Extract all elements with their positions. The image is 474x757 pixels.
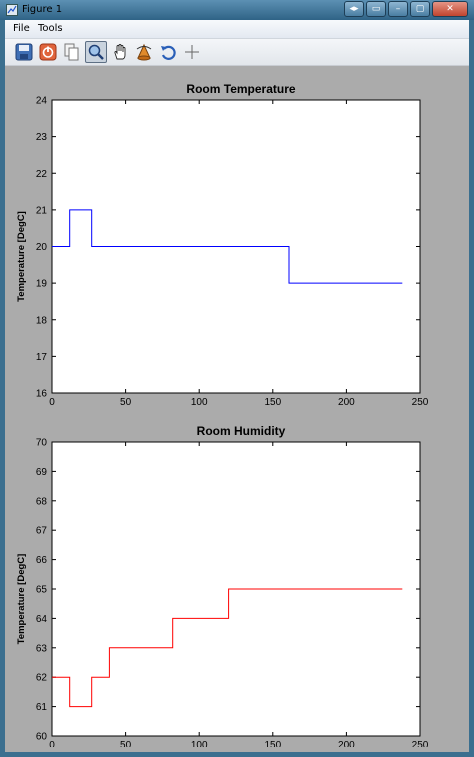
crosshair-icon (185, 45, 199, 59)
x-tick-label: 100 (191, 740, 208, 747)
x-tick-label: 250 (412, 740, 429, 747)
zoom-button[interactable] (85, 41, 107, 63)
x-tick-label: 150 (264, 740, 281, 747)
window-minimize-button[interactable]: – (388, 1, 408, 17)
menu-file[interactable]: File (13, 23, 30, 34)
y-axis-label: Temperature [DegC] (16, 554, 27, 645)
pan-button[interactable] (109, 41, 131, 63)
y-tick-label: 69 (36, 467, 48, 478)
y-tick-label: 21 (36, 205, 48, 216)
figure-toolbar (5, 39, 469, 66)
chart-title: Room Temperature (186, 82, 295, 96)
window-titlebar[interactable]: Figure 1 ◂▸ ▭ – ▢ ✕ (0, 0, 474, 20)
x-tick-label: 0 (49, 740, 55, 747)
undo-icon (161, 45, 176, 60)
copy-button[interactable] (61, 41, 83, 63)
rotate-3d-icon (136, 43, 152, 61)
x-tick-label: 200 (338, 740, 355, 747)
y-tick-label: 20 (36, 242, 48, 253)
y-tick-label: 17 (36, 352, 48, 363)
window-close-button[interactable]: ✕ (432, 1, 468, 17)
x-tick-label: 200 (338, 397, 355, 405)
undo-button[interactable] (157, 41, 179, 63)
y-tick-label: 64 (36, 614, 48, 625)
window-restore-button[interactable]: ▭ (366, 1, 386, 17)
power-button[interactable] (37, 41, 59, 63)
y-tick-label: 70 (36, 438, 48, 449)
y-tick-label: 63 (36, 643, 48, 654)
save-button[interactable] (13, 41, 35, 63)
y-tick-label: 22 (36, 169, 48, 180)
x-tick-label: 150 (264, 397, 281, 405)
y-axis-label: Temperature [DegC] (16, 211, 27, 302)
rotate-3d-button[interactable] (133, 41, 155, 63)
copy-icon (64, 43, 79, 61)
y-tick-label: 61 (36, 702, 48, 713)
menu-bar: File Tools (5, 20, 469, 39)
data-series-line (52, 209, 403, 284)
y-tick-label: 65 (36, 585, 48, 596)
x-tick-label: 100 (191, 397, 208, 405)
pan-hand-icon (114, 44, 126, 60)
power-icon (39, 43, 57, 61)
y-tick-label: 67 (36, 526, 48, 537)
window-maximize-button[interactable]: ▢ (410, 1, 430, 17)
chart-title: Room Humidity (197, 424, 286, 438)
x-tick-label: 50 (120, 740, 132, 747)
y-tick-label: 66 (36, 555, 48, 566)
temperature-chart: Room Temperature 0 50 100 150 200 250 16 17 18 19 2… (16, 82, 429, 405)
figure-app-icon (6, 4, 18, 16)
window-controls: ◂▸ ▭ – ▢ ✕ (344, 1, 468, 17)
y-tick-label: 62 (36, 673, 48, 684)
y-tick-label: 68 (36, 496, 48, 507)
save-icon (15, 43, 33, 61)
humidity-chart: Room Humidity 0 50 100 150 200 250 60 61 62 63 64 65… (16, 424, 429, 747)
window-snap-button[interactable]: ◂▸ (344, 1, 364, 17)
window-title: Figure 1 (22, 4, 63, 15)
menu-tools[interactable]: Tools (38, 23, 63, 34)
zoom-icon (88, 44, 104, 60)
data-cursor-button[interactable] (181, 41, 203, 63)
figure-window: File Tools (5, 20, 469, 752)
x-tick-label: 50 (120, 397, 132, 405)
y-tick-label: 60 (36, 732, 48, 743)
y-tick-label: 19 (36, 279, 48, 290)
y-tick-label: 23 (36, 132, 48, 143)
data-series-line (52, 588, 403, 708)
y-tick-label: 16 (36, 389, 48, 400)
y-tick-label: 18 (36, 315, 48, 326)
y-tick-label: 24 (36, 96, 48, 107)
x-tick-label: 250 (412, 397, 429, 405)
x-tick-label: 0 (49, 397, 55, 405)
